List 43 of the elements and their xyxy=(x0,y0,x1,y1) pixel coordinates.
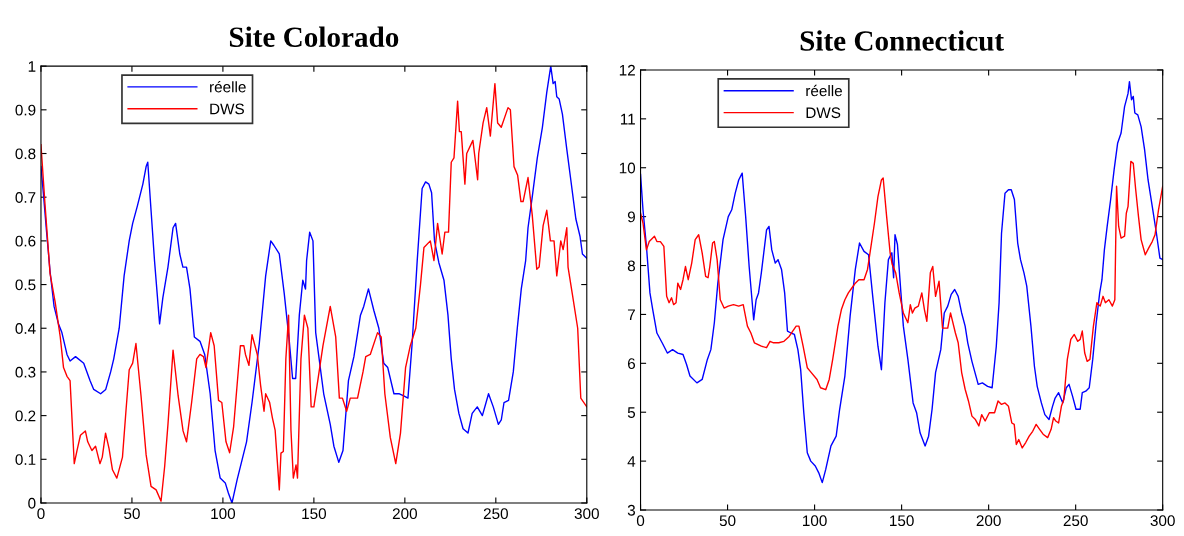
x-tick-label: 50 xyxy=(124,508,140,520)
y-tick-label: 0.4 xyxy=(15,323,36,334)
x-tick-label: 150 xyxy=(890,515,914,527)
chart-title: Site Colorado xyxy=(229,26,399,47)
legend-label: DWS xyxy=(806,107,841,119)
y-tick-label: 0.9 xyxy=(15,104,36,116)
x-tick-label: 200 xyxy=(976,515,1001,527)
line-series xyxy=(640,80,1163,484)
y-tick-label: 0.3 xyxy=(15,366,36,378)
y-tick-label: 0.1 xyxy=(15,454,36,465)
legend-label: réelle xyxy=(210,81,246,93)
y-tick-label: 7 xyxy=(627,309,635,320)
x-tick-label: 100 xyxy=(211,508,236,520)
y-tick-label: 8 xyxy=(627,260,636,272)
x-tick-label: 300 xyxy=(1150,515,1175,527)
y-tick-label: 9 xyxy=(627,211,635,223)
y-tick-label: 0.8 xyxy=(15,148,36,160)
x-tick-label: 200 xyxy=(392,508,417,520)
x-tick-label: 0 xyxy=(636,515,645,527)
x-tick-label: 300 xyxy=(574,508,599,520)
y-tick-label: 4 xyxy=(627,456,636,467)
x-tick-label: 250 xyxy=(1063,515,1088,527)
y-tick-label: 1 xyxy=(28,61,36,72)
y-tick-label: 0 xyxy=(28,497,36,509)
x-tick-label: 150 xyxy=(302,508,327,520)
y-tick-label: 3 xyxy=(627,504,636,516)
y-tick-label: 5 xyxy=(627,407,636,418)
x-tick-label: 0 xyxy=(37,508,45,520)
legend-label: DWS xyxy=(210,103,244,115)
x-tick-label: 250 xyxy=(483,508,508,520)
chart-title: Site Connecticut xyxy=(800,30,1004,51)
x-tick-label: 50 xyxy=(719,515,736,527)
x-tick-label: 100 xyxy=(803,515,827,527)
y-tick-label: 0.5 xyxy=(15,279,36,291)
legend-label: réelle xyxy=(806,84,842,97)
y-tick-label: 11 xyxy=(620,113,635,125)
y-tick-label: 0.2 xyxy=(15,410,36,422)
y-tick-label: 0.7 xyxy=(15,192,36,203)
y-tick-label: 6 xyxy=(627,358,636,369)
y-tick-label: 10 xyxy=(619,162,636,174)
line-series xyxy=(640,160,1163,449)
y-tick-label: 12 xyxy=(619,64,635,76)
y-tick-label: 0.6 xyxy=(15,235,36,247)
